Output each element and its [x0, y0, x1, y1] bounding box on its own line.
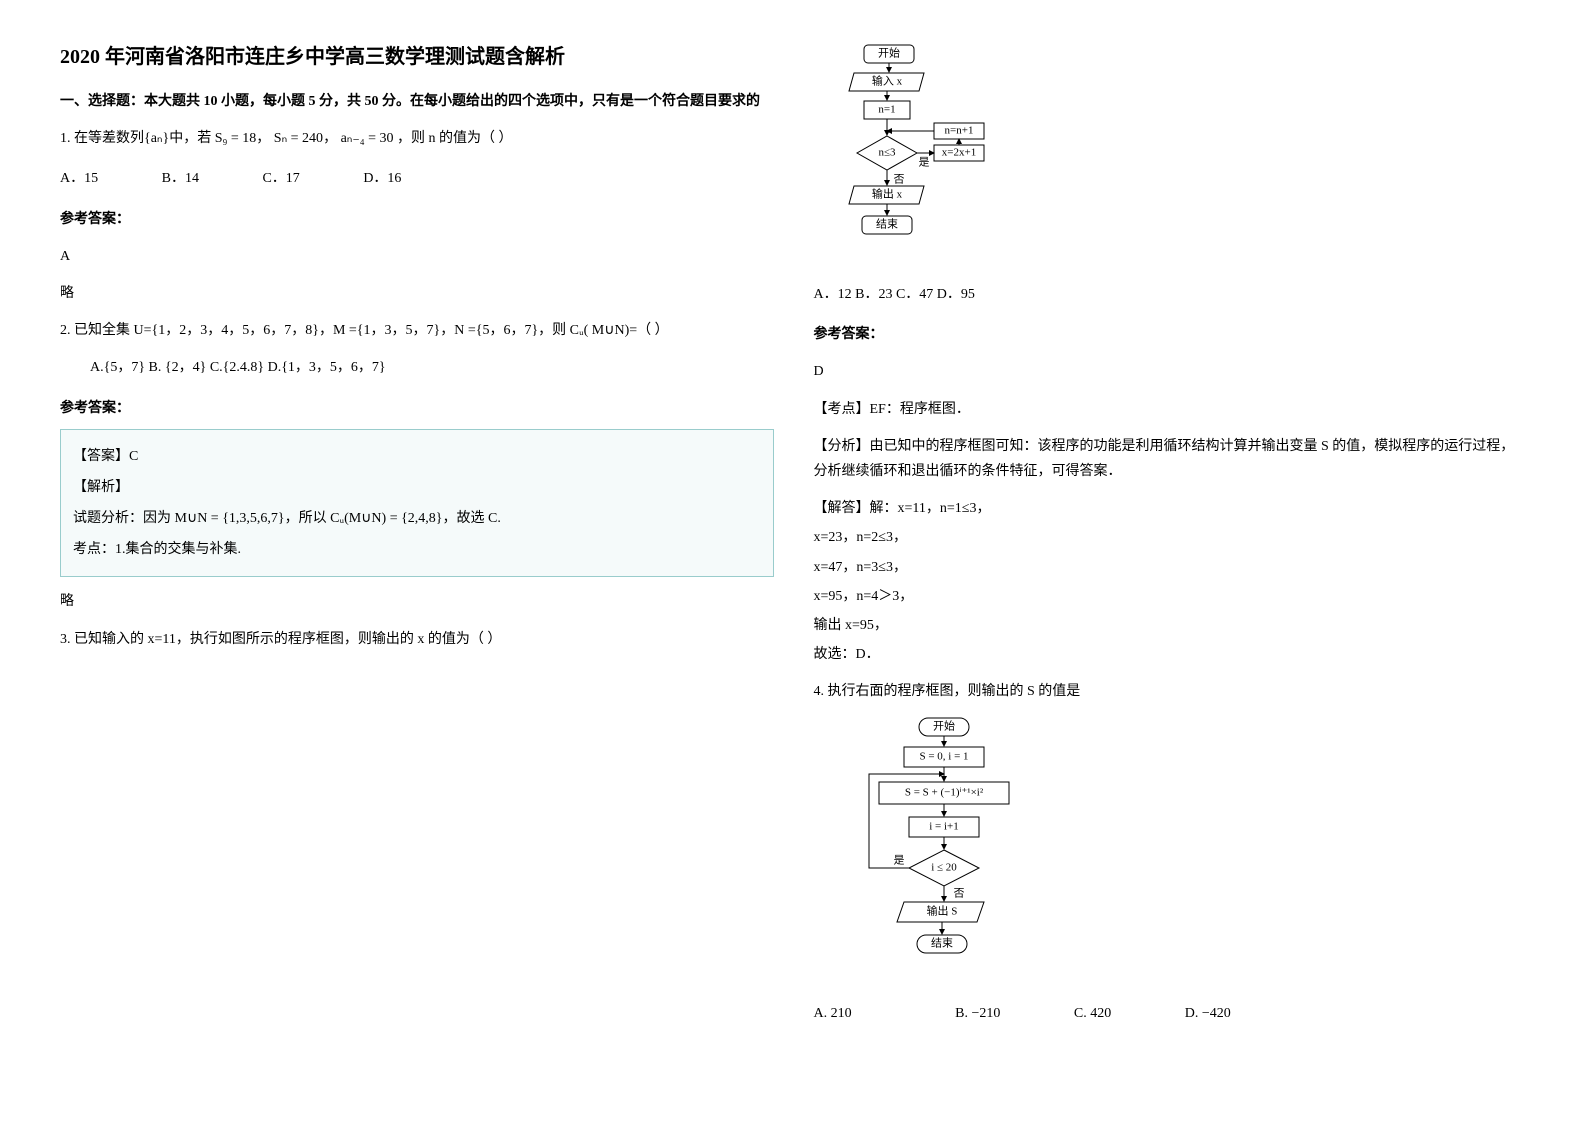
- q3-step4: 输出 x=95，: [814, 613, 1528, 638]
- q3-answer-label: 参考答案：: [814, 322, 1528, 347]
- section1-header: 一、选择题：本大题共 10 小题，每小题 5 分，共 50 分。在每小题给出的四…: [60, 89, 774, 114]
- q1-suffix: ，则 n 的值为（ ）: [397, 131, 513, 146]
- q1-eq1: S₉ = 18: [215, 131, 257, 146]
- q2-brief: 略: [60, 589, 774, 614]
- q1-optA: A．15: [60, 166, 98, 191]
- q3-answer: D: [814, 359, 1528, 384]
- q2-sol-answer: 【答案】C: [73, 444, 761, 469]
- q1-eq2: Sₙ = 240: [274, 131, 323, 146]
- q1-answer: A: [60, 244, 774, 269]
- q3-flowchart: 开始 输入 x n=1 n=n+1 x=2x+1 n≤3 是: [824, 40, 1044, 270]
- q4-fc-yes: 是: [893, 854, 904, 867]
- q4-optC: C. 420: [1074, 1001, 1111, 1026]
- q3-point: 【考点】EF：程序框图．: [814, 397, 1528, 422]
- fc-cond: n≤3: [878, 147, 896, 159]
- q4-flowchart: 开始 S = 0, i = 1 S = S + (−1)ⁱ⁺¹×i² i = i…: [854, 716, 1054, 986]
- fc-incn: n=n+1: [944, 125, 973, 137]
- q3-options: A．12 B．23 C．47 D．95: [814, 282, 1528, 307]
- q1-optC: C．17: [262, 166, 299, 191]
- fc-start: 开始: [878, 46, 900, 60]
- fc-output: 输出 x: [871, 187, 902, 201]
- q3-step1: x=23，n=2≤3，: [814, 525, 1528, 550]
- fc-yes: 是: [918, 156, 929, 169]
- q4-fc-output: 输出 S: [926, 904, 957, 918]
- q1-eq3: aₙ₋₄ = 30: [341, 131, 394, 146]
- q4-optD: D. −420: [1185, 1001, 1231, 1026]
- q3-analysis: 【分析】由已知中的程序框图可知：该程序的功能是利用循环结构计算并输出变量 S 的…: [814, 434, 1528, 484]
- q1-brief: 略: [60, 281, 774, 306]
- q4-options: A. 210 B. −210 C. 420 D. −420: [814, 1001, 1528, 1026]
- q4-fc-start: 开始: [933, 719, 955, 733]
- fc-input: 输入 x: [871, 74, 902, 88]
- q4-optA: A. 210: [814, 1001, 852, 1026]
- q4-fc-no: 否: [953, 888, 964, 900]
- q4-fc-update: S = S + (−1)ⁱ⁺¹×i²: [904, 787, 983, 799]
- q1-options: A．15 B．14 C．17 D．16: [60, 166, 774, 191]
- q3-step5: 故选：D．: [814, 642, 1528, 667]
- q1-optD: D．16: [363, 166, 401, 191]
- q2-options: A.{5，7} B. {2，4} C.{2.4.8} D.{1，3，5，6，7}: [60, 355, 774, 380]
- q2-sol-analysis: 试题分析：因为 M∪N = {1,3,5,6,7}，所以 Cᵤ(M∪N) = {…: [73, 506, 761, 531]
- q1-prefix: 1. 在等差数列{aₙ}中，若: [60, 131, 215, 146]
- q4-optB: B. −210: [955, 1001, 1000, 1026]
- q1-answer-label: 参考答案：: [60, 207, 774, 232]
- q1-stem: 1. 在等差数列{aₙ}中，若 S₉ = 18， Sₙ = 240， aₙ₋₄ …: [60, 126, 774, 151]
- fc-updatex: x=2x+1: [941, 147, 975, 159]
- q4-fc-cond: i ≤ 20: [931, 862, 957, 874]
- q2-solution-box: 【答案】C 【解析】 试题分析：因为 M∪N = {1,3,5,6,7}，所以 …: [60, 429, 774, 578]
- q4-stem: 4. 执行右面的程序框图，则输出的 S 的值是: [814, 679, 1528, 704]
- q2-sol-jiexi: 【解析】: [73, 475, 761, 500]
- q4-fc-inc: i = i+1: [929, 821, 959, 833]
- q2-stem: 2. 已知全集 U={1，2，3，4，5，6，7，8}，M ={1，3，5，7}…: [60, 318, 774, 343]
- page-title: 2020 年河南省洛阳市连庄乡中学高三数学理测试题含解析: [60, 40, 774, 69]
- q3-stem: 3. 已知输入的 x=11，执行如图所示的程序框图，则输出的 x 的值为（ ）: [60, 627, 774, 652]
- q3-step3: x=95，n=4＞3，: [814, 584, 1528, 609]
- fc-init: n=1: [878, 104, 895, 116]
- q3-step2: x=47，n=3≤3，: [814, 555, 1528, 580]
- q2-sol-point: 考点：1.集合的交集与补集.: [73, 537, 761, 562]
- q3-sol-header: 【解答】解：x=11，n=1≤3，: [814, 496, 1528, 521]
- q1-optB: B．14: [162, 166, 199, 191]
- q4-fc-end: 结束: [931, 937, 953, 950]
- q2-answer-label: 参考答案：: [60, 396, 774, 421]
- fc-end: 结束: [876, 218, 898, 231]
- q4-fc-init: S = 0, i = 1: [919, 751, 968, 763]
- fc-no: 否: [893, 174, 904, 186]
